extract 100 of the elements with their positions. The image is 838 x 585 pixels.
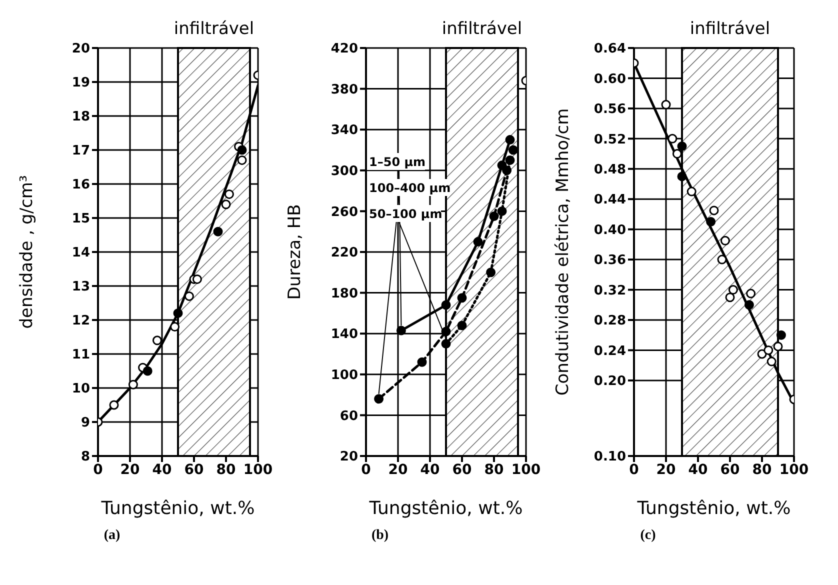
point	[709, 206, 719, 216]
y-tick-label: 140	[330, 327, 358, 342]
point	[776, 330, 786, 340]
y-tick-label: 0.28	[594, 314, 626, 329]
y-tick-label: 100	[330, 368, 358, 384]
point	[661, 100, 671, 110]
y-tick-label: 420	[330, 42, 358, 57]
point	[717, 254, 727, 264]
y-tick-label: 19	[72, 76, 90, 91]
x-tick-label: 100	[511, 462, 541, 478]
text: 1–50 µm	[369, 155, 426, 169]
y-tick-label: 0.32	[594, 283, 626, 298]
point	[441, 339, 451, 349]
y-tick-label: 15	[72, 212, 90, 227]
x-tick-label: 60	[720, 462, 740, 478]
point	[396, 326, 406, 336]
point	[184, 291, 194, 301]
point	[764, 345, 774, 355]
y-tick-label: 9	[80, 416, 90, 431]
y-tick-label: 8	[80, 450, 90, 465]
x-tick-label: 60	[184, 462, 204, 478]
x-tick-label: 60	[452, 462, 472, 478]
point	[497, 206, 507, 216]
point	[237, 155, 247, 165]
point	[744, 300, 754, 310]
point	[213, 226, 223, 236]
point	[417, 357, 427, 367]
point	[773, 342, 783, 352]
x-tick-label: 20	[120, 462, 140, 478]
x-tick-label: 40	[688, 462, 708, 478]
point	[720, 236, 730, 246]
y-tick-label: 220	[330, 246, 358, 261]
text: (c)	[639, 528, 657, 544]
y-tick-label: 14	[72, 246, 90, 261]
y-tick-label: 10	[72, 382, 90, 397]
point	[505, 155, 515, 165]
point	[128, 380, 138, 390]
band-label: infiltrável	[174, 19, 254, 39]
x-axis-title: Tungstênio, wt.%	[100, 498, 255, 519]
y-tick-label: 0.56	[594, 102, 626, 118]
point	[109, 400, 119, 410]
y-tick-label: 300	[330, 164, 358, 180]
point	[668, 134, 678, 144]
y-axis-title: Condutividade elétrica, Mmho/cm	[553, 108, 574, 396]
point	[192, 274, 202, 284]
x-tick-label: 80	[216, 462, 236, 478]
point	[489, 212, 499, 222]
text: (b)	[370, 528, 390, 544]
point	[374, 394, 384, 404]
point	[728, 285, 738, 295]
x-tick-label: 20	[656, 462, 676, 478]
x-axis-title: Tungstênio, wt.%	[636, 498, 791, 519]
y-tick-label: 20	[72, 42, 90, 57]
y-tick-label: 260	[330, 204, 358, 220]
x-tick-label: 100	[243, 462, 273, 478]
band-label: infiltrável	[690, 19, 770, 39]
y-tick-label: 0.36	[594, 253, 626, 268]
y-tick-label: 11	[72, 348, 90, 363]
point	[505, 135, 515, 145]
y-tick-label: 13	[72, 280, 90, 295]
point	[725, 292, 735, 302]
point	[457, 320, 467, 330]
point	[473, 237, 483, 247]
y-axis-title: densidade , g/cm³	[17, 175, 38, 329]
y-axis-title: Dureza, HB	[285, 204, 306, 300]
y-tick-label: 380	[330, 82, 358, 98]
band-label: infiltrável	[442, 19, 522, 39]
y-tick-label: 0.40	[594, 222, 626, 238]
text: 100–400 µm	[369, 181, 451, 195]
point	[677, 141, 687, 151]
point	[237, 145, 247, 155]
y-tick-label: 17	[72, 144, 90, 159]
y-tick-label: 340	[330, 123, 358, 138]
x-tick-label: 40	[420, 462, 440, 478]
y-tick-label: 18	[72, 110, 90, 125]
x-tick-label: 100	[779, 462, 809, 478]
y-tick-label: 0.44	[594, 192, 626, 208]
x-tick-label: 0	[93, 462, 104, 478]
point	[457, 293, 467, 303]
point	[486, 268, 496, 278]
x-tick-label: 80	[484, 462, 504, 478]
point	[746, 288, 756, 298]
y-tick-label: 0.60	[594, 72, 626, 87]
y-tick-label: 0.52	[594, 132, 626, 148]
y-tick-label: 0.64	[594, 42, 626, 57]
point	[152, 336, 162, 346]
y-tick-label: 60	[340, 408, 358, 424]
x-axis-title: Tungstênio, wt.%	[368, 498, 523, 519]
point	[441, 300, 451, 310]
point	[677, 172, 687, 182]
y-tick-label: 20	[340, 450, 358, 465]
x-tick-label: 0	[361, 462, 372, 478]
x-tick-label: 80	[752, 462, 772, 478]
x-tick-label: 0	[629, 462, 640, 478]
y-tick-label: 0.24	[594, 344, 626, 359]
y-tick-label: 180	[330, 286, 358, 302]
point	[672, 149, 682, 159]
y-tick-label: 0.48	[594, 162, 626, 178]
point	[508, 145, 518, 155]
y-tick-label: 12	[72, 314, 90, 329]
